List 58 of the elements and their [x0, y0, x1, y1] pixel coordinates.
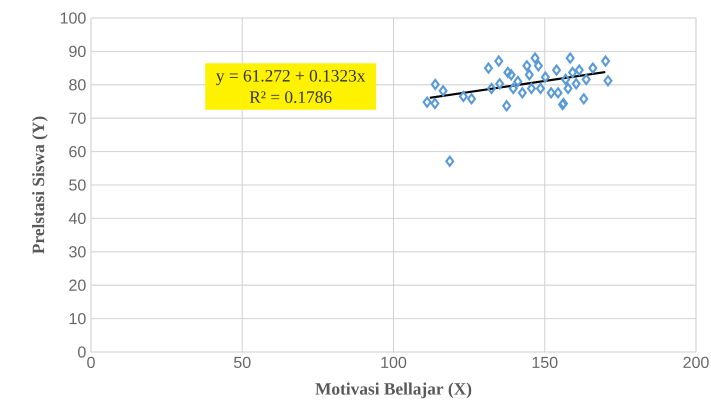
- point: [503, 66, 512, 78]
- point: [422, 96, 432, 108]
- point: [518, 87, 527, 98]
- point: [502, 100, 512, 112]
- x-tick-label: 150: [532, 356, 558, 368]
- point: [552, 64, 562, 76]
- point: [566, 52, 575, 64]
- point: [513, 76, 522, 88]
- point: [438, 85, 448, 96]
- point: [524, 69, 534, 80]
- point: [536, 82, 545, 94]
- y-axis-title: Prelstasi Siswa (Y): [32, 116, 48, 254]
- point: [487, 82, 496, 94]
- point: [506, 69, 516, 80]
- y-tick-label: 20: [69, 280, 86, 291]
- point: [582, 74, 591, 86]
- point: [445, 156, 454, 167]
- x-tick-label: 100: [381, 356, 406, 368]
- point: [530, 52, 540, 64]
- y-tick-label: 40: [68, 212, 86, 224]
- y-tick-label: 50: [69, 179, 86, 191]
- point: [564, 82, 573, 94]
- point: [522, 60, 532, 72]
- point: [561, 74, 570, 86]
- y-tick-label: 10: [70, 312, 86, 324]
- point: [579, 93, 588, 104]
- x-axis-title: Motivasi Bellajar (X): [315, 382, 472, 398]
- point: [572, 78, 581, 90]
- point: [540, 72, 550, 83]
- y-tick-label: 80: [69, 79, 86, 90]
- y-tick-label: 30: [69, 246, 86, 258]
- point: [484, 62, 493, 74]
- point: [534, 60, 543, 72]
- point: [601, 55, 610, 67]
- point: [526, 82, 536, 94]
- annotation: y = 61.272 + 0.1323x: [216, 70, 366, 86]
- x-tick-label: 50: [234, 356, 251, 368]
- point: [458, 90, 468, 102]
- point: [554, 87, 563, 98]
- annotation: R² = 0.1786: [250, 91, 332, 104]
- y-tick-label: 90: [69, 46, 86, 58]
- y-tick-label: 60: [69, 146, 86, 158]
- point: [546, 87, 556, 98]
- y-tick-label: 100: [60, 12, 86, 24]
- point: [495, 78, 504, 90]
- y-tick-label: 70: [69, 112, 86, 124]
- x-tick-label: 200: [683, 356, 709, 368]
- point: [568, 66, 578, 78]
- point: [574, 64, 584, 76]
- point: [430, 78, 440, 90]
- point: [467, 93, 476, 104]
- point: [430, 98, 440, 110]
- y-tick-label: 0: [78, 346, 86, 358]
- point: [508, 82, 518, 94]
- point: [604, 75, 612, 86]
- point: [588, 62, 598, 74]
- point: [494, 55, 504, 67]
- x-tick-label: 0: [87, 356, 95, 368]
